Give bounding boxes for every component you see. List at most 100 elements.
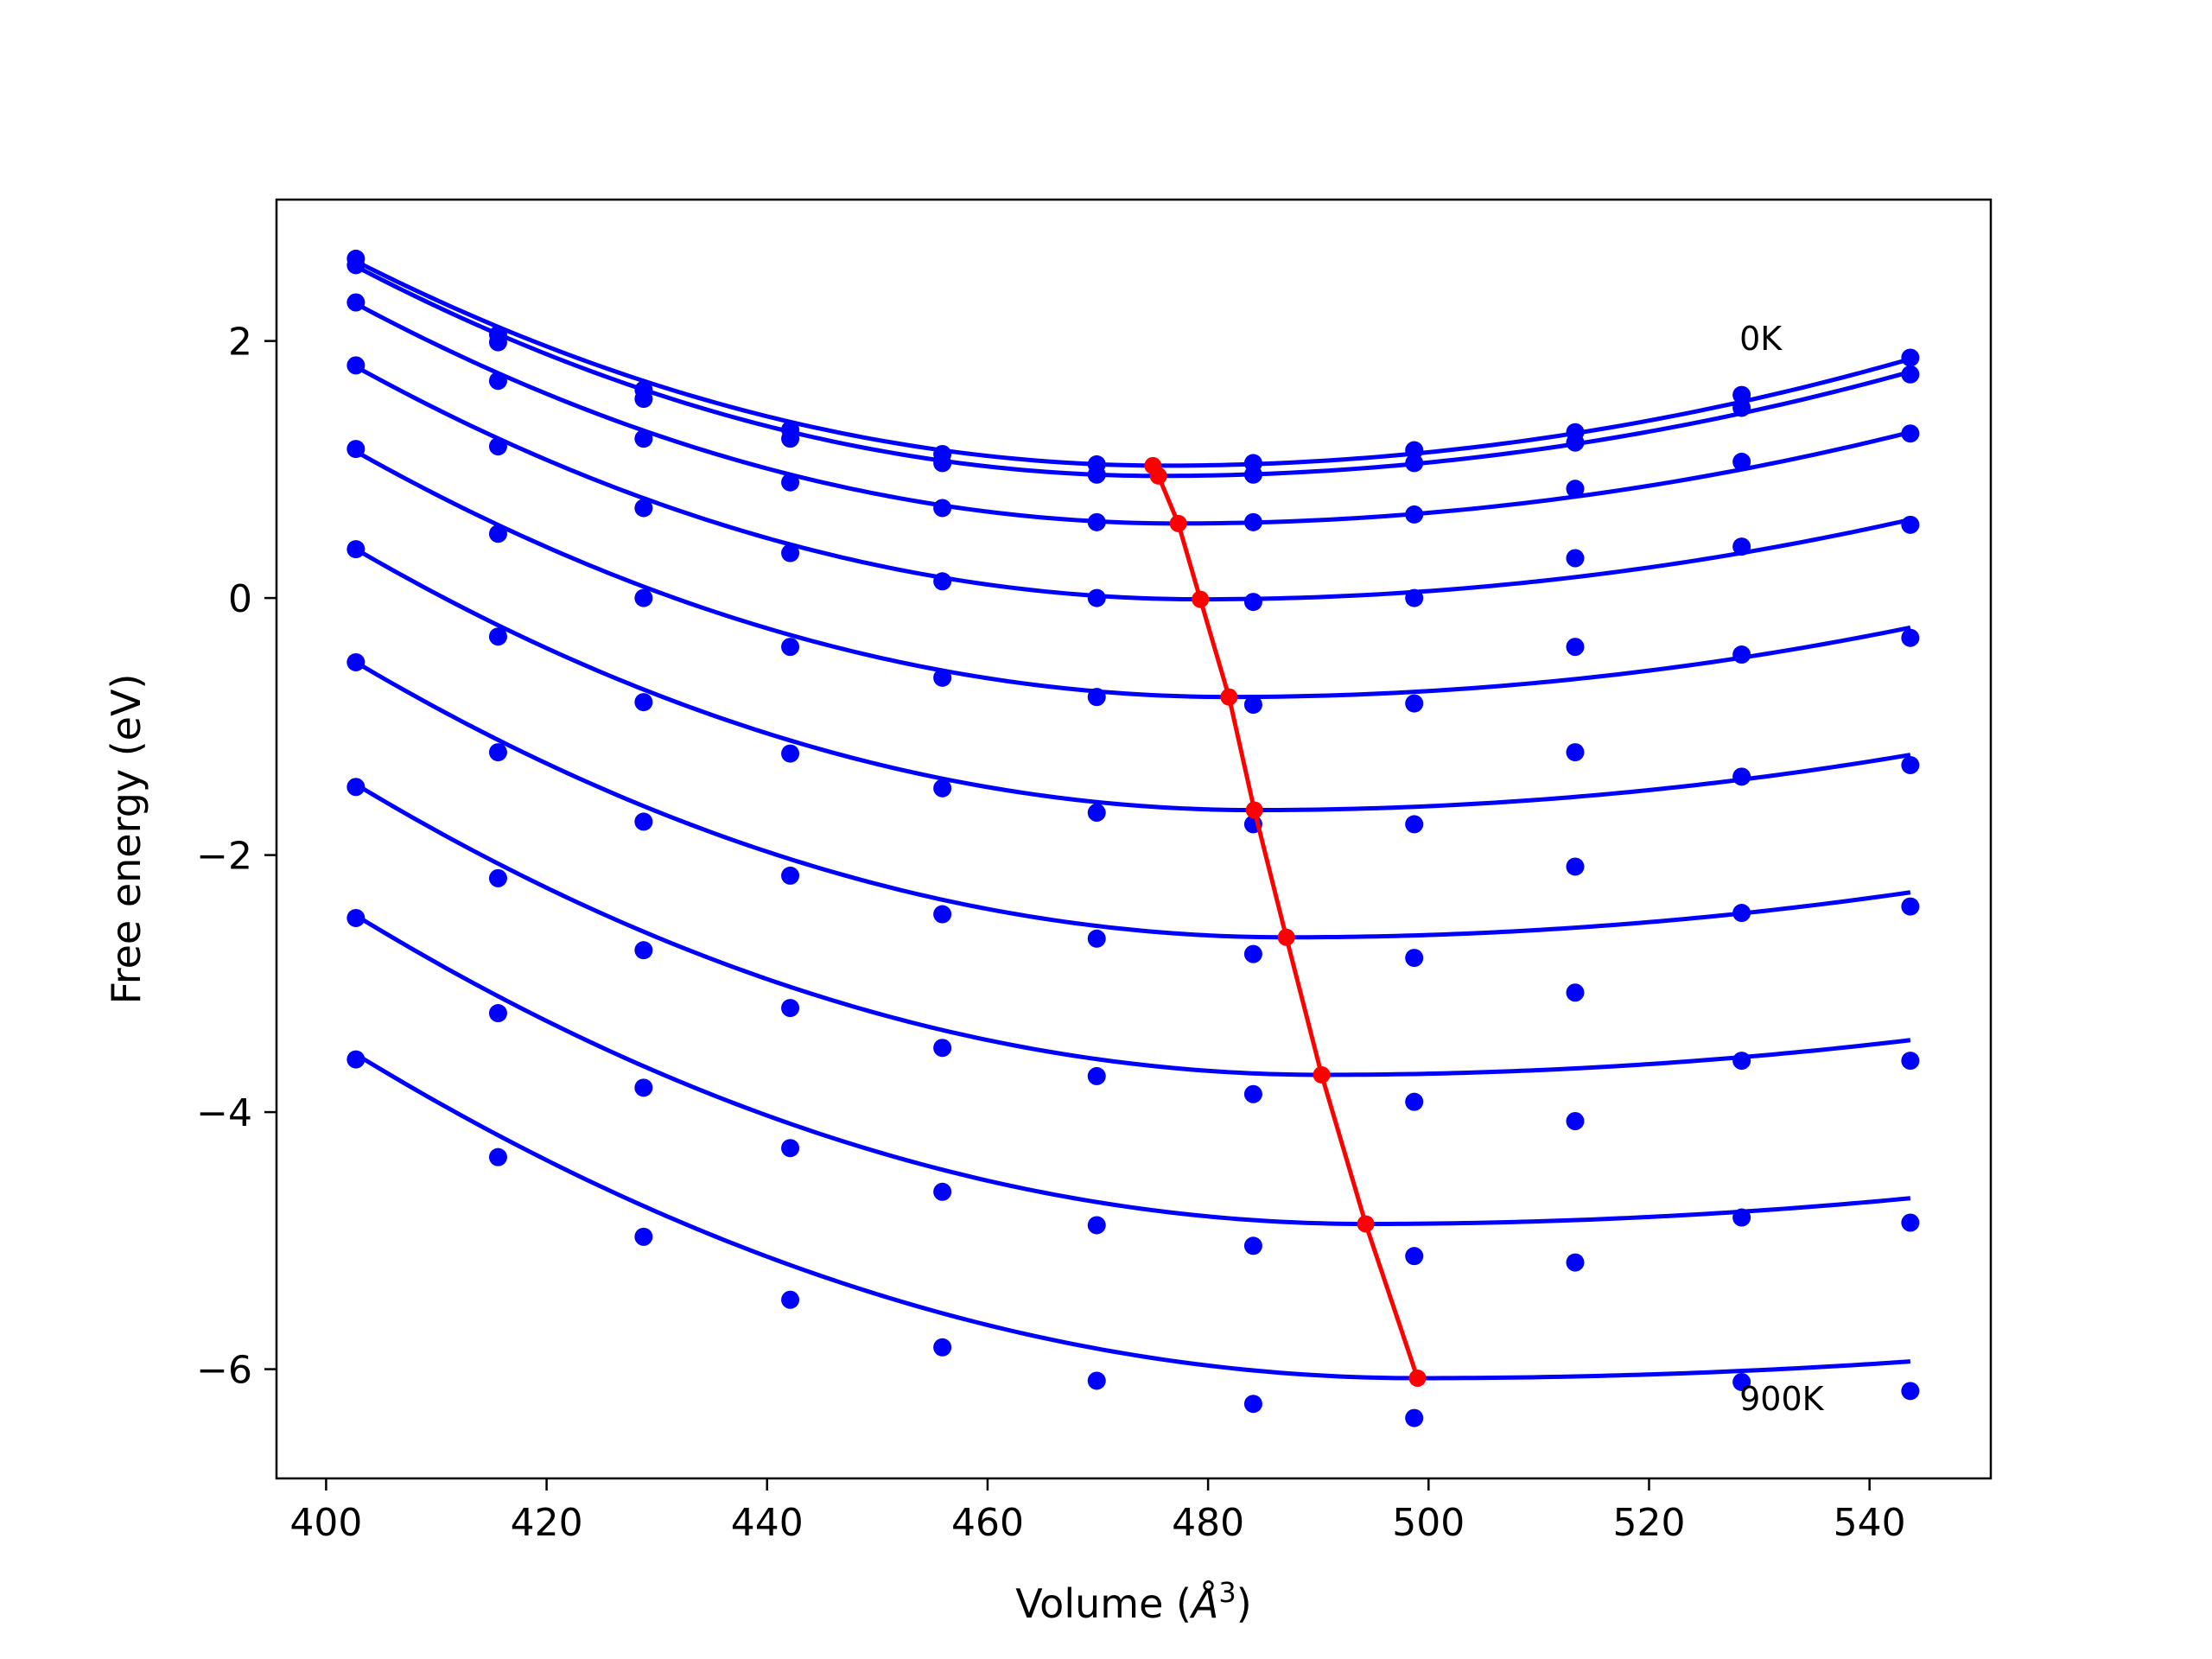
minimum-point-4 [1220,688,1238,706]
data-point-0-9 [1732,385,1751,404]
data-point-1-3 [781,429,800,448]
data-point-5-2 [634,693,653,712]
data-point-4-10 [1901,628,1920,647]
data-point-8-8 [1566,1111,1585,1130]
data-point-6-10 [1901,897,1920,916]
x-tick-label: 520 [1612,1501,1685,1545]
data-point-7-4 [933,1039,952,1058]
data-point-9-0 [346,1050,365,1069]
data-point-4-1 [488,524,507,543]
minimum-point-1 [1149,467,1167,485]
data-point-4-0 [346,440,365,459]
data-point-5-5 [1087,804,1106,823]
data-point-9-8 [1566,1253,1585,1272]
data-point-8-7 [1405,1247,1424,1266]
minimum-point-9 [1408,1369,1427,1387]
data-point-2-3 [781,473,800,492]
data-point-2-6 [1243,512,1262,531]
data-point-3-8 [1566,549,1585,568]
minimum-point-8 [1357,1215,1375,1233]
fitted-curves [354,259,1911,1381]
data-point-9-9 [1732,1372,1751,1391]
data-point-1-4 [933,454,952,473]
data-point-3-4 [933,572,952,591]
fit-curve-3 [354,365,1911,602]
x-tick-label: 460 [951,1501,1024,1545]
x-tick-label: 540 [1834,1501,1906,1545]
data-point-9-4 [933,1338,952,1357]
data-point-6-6 [1243,944,1262,963]
data-point-2-5 [1087,512,1106,531]
x-tick-label: 420 [511,1501,583,1545]
minimum-point-2 [1169,514,1187,532]
data-point-4-8 [1566,638,1585,657]
data-point-3-0 [346,356,365,375]
data-point-9-7 [1405,1408,1424,1427]
x-axis-ticks: 400 420 440 460 480 500 520 540 [289,1478,1906,1545]
x-axis-title: Volume (Å3) [1015,1576,1251,1627]
data-point-1-5 [1087,465,1106,484]
minimum-point-5 [1245,801,1263,819]
data-point-7-5 [1087,1066,1106,1085]
data-point-2-10 [1901,424,1920,443]
annotation-0: 0K [1739,320,1783,358]
data-point-3-1 [488,437,507,456]
data-point-5-0 [346,540,365,559]
data-point-8-9 [1732,1208,1751,1227]
data-point-2-1 [488,372,507,391]
fit-curve-4 [354,449,1911,700]
data-point-3-7 [1405,588,1424,607]
data-point-2-9 [1732,452,1751,471]
data-point-1-2 [634,390,653,409]
data-point-5-3 [781,744,800,763]
data-point-4-9 [1732,645,1751,664]
data-point-7-0 [346,778,365,797]
data-point-9-5 [1087,1371,1106,1390]
data-point-9-10 [1901,1382,1920,1401]
data-point-1-1 [488,333,507,352]
data-point-4-7 [1405,694,1424,713]
data-point-8-3 [781,1139,800,1158]
minimum-point-6 [1277,928,1295,946]
data-point-7-9 [1732,1052,1751,1071]
plot-frame [275,198,1993,1480]
data-point-1-7 [1405,454,1424,473]
data-point-8-4 [933,1182,952,1201]
data-point-3-9 [1732,537,1751,556]
data-point-5-4 [933,779,952,798]
data-point-2-8 [1566,480,1585,499]
data-point-7-1 [488,868,507,887]
data-point-7-7 [1405,1092,1424,1111]
data-point-3-2 [634,499,653,518]
data-point-0-10 [1901,348,1920,367]
y-tick-label: −2 [196,835,252,879]
y-axis-title: Free energy (eV) [103,674,149,1005]
data-point-1-6 [1243,465,1262,484]
data-point-6-8 [1566,857,1585,876]
data-point-5-9 [1732,767,1751,786]
fit-curve-9 [354,1052,1911,1381]
fit-curve-8 [354,913,1911,1226]
y-tick-label: 0 [228,577,252,621]
data-point-7-3 [781,999,800,1018]
data-point-8-10 [1901,1213,1920,1232]
data-point-1-9 [1732,398,1751,417]
data-points [346,249,1920,1427]
data-point-3-3 [781,543,800,563]
y-tick-label: −4 [196,1091,252,1135]
data-point-6-7 [1405,949,1424,968]
data-point-6-9 [1732,904,1751,923]
fit-curve-2 [354,302,1911,526]
y-axis-ticks: 2 0 −2 −4 −6 [196,321,276,1393]
y-tick-label: −6 [196,1349,252,1393]
data-point-9-1 [488,1147,507,1166]
data-point-1-10 [1901,365,1920,384]
data-point-6-4 [933,905,952,924]
data-point-7-10 [1901,1052,1920,1071]
data-point-6-3 [781,866,800,885]
annotation-1: 900K [1739,1380,1825,1418]
data-point-2-4 [933,499,952,518]
fit-curve-1 [354,264,1911,479]
data-point-1-0 [346,256,365,275]
